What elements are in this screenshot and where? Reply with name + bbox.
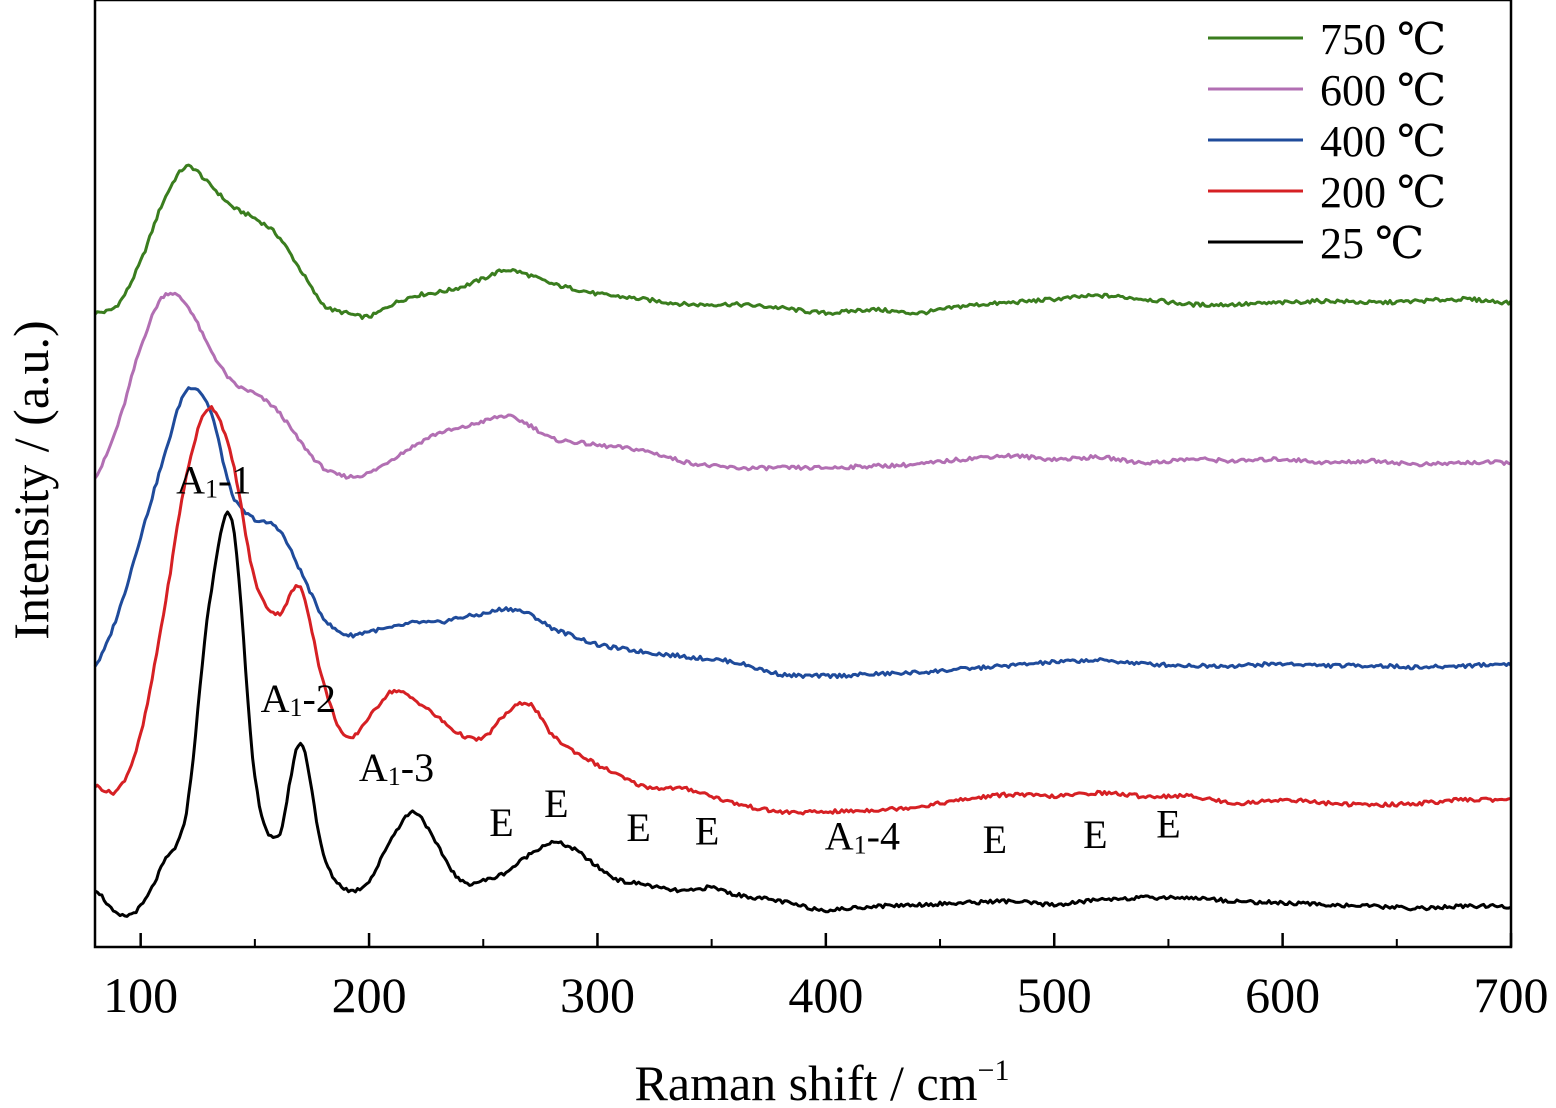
x-tick-label: 700 xyxy=(1474,967,1549,1023)
x-axis-label: Raman shift / cm−1 xyxy=(635,1054,1010,1108)
peak-label: E xyxy=(1083,812,1107,857)
legend-label: 750 ℃ xyxy=(1320,15,1446,64)
peak-label: E xyxy=(983,817,1007,862)
peak-label: E xyxy=(626,805,650,850)
series-line-600 xyxy=(93,291,1512,480)
x-tick-label: 600 xyxy=(1245,967,1320,1023)
x-tick-label: 500 xyxy=(1017,967,1092,1023)
series-line-400 xyxy=(93,386,1512,680)
series-line-200 xyxy=(94,405,1512,816)
x-tick-label: 400 xyxy=(788,967,863,1023)
x-tick-label: 200 xyxy=(332,967,407,1023)
x-tick-label: 100 xyxy=(103,967,178,1023)
peak-label: A1-3 xyxy=(359,745,434,791)
spectra-lines xyxy=(93,163,1513,918)
legend-label: 400 ℃ xyxy=(1320,117,1446,166)
x-axis-label-superscript: −1 xyxy=(978,1054,1010,1087)
series-line-25 xyxy=(94,510,1512,918)
y-axis-label: Intensity / (a.u.) xyxy=(3,320,59,639)
x-axis-label-text: Raman shift / cm xyxy=(635,1055,978,1108)
legend-label: 200 ℃ xyxy=(1320,168,1446,217)
x-axis-ticks: 100 200 300 400 500 600 700 xyxy=(103,933,1549,1023)
peak-label: A1-2 xyxy=(261,676,336,722)
peak-annotations: A1-1A1-2A1-3E EE E A1-4 E E E xyxy=(176,458,1180,862)
peak-label: E xyxy=(489,800,513,845)
legend-label: 600 ℃ xyxy=(1320,66,1446,115)
legend-label: 25 ℃ xyxy=(1320,219,1424,268)
series-line-750 xyxy=(93,163,1513,320)
peak-label: E xyxy=(1156,802,1180,847)
peak-label: A1-1 xyxy=(176,458,251,504)
peak-label: E xyxy=(544,781,568,826)
plot-frame xyxy=(93,0,1513,949)
peak-label: A1-4 xyxy=(825,814,900,860)
peak-label: E xyxy=(695,808,719,853)
x-tick-label: 300 xyxy=(560,967,635,1023)
